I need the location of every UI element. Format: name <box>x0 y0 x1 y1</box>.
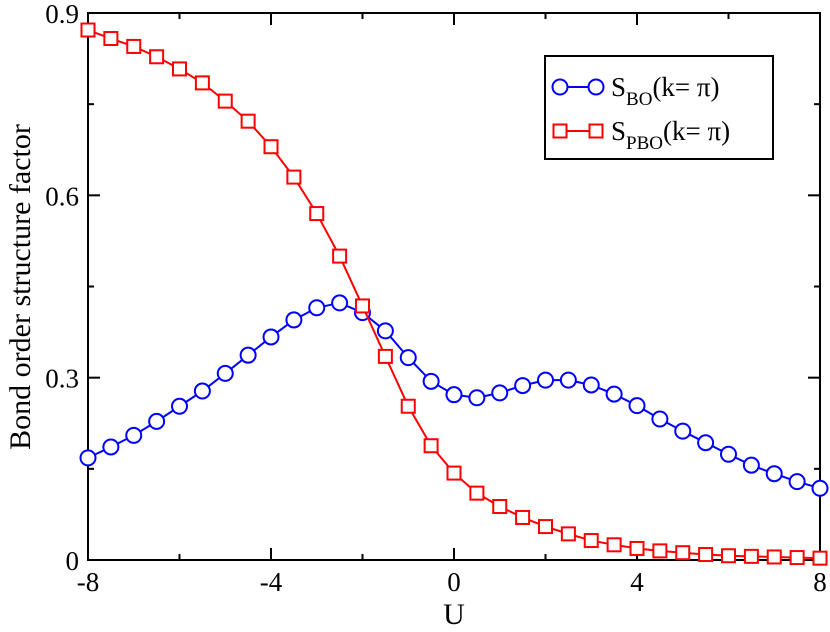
data-point-bo <box>193 382 211 400</box>
data-point-bo <box>605 385 623 403</box>
data-point-bo <box>697 434 715 452</box>
data-point-bo <box>811 479 829 497</box>
data-point-bo <box>788 473 806 491</box>
data-point-bo <box>514 377 532 395</box>
data-point-bo <box>399 349 417 367</box>
legend: SBO(k= π) SPBO(k= π) <box>544 55 774 160</box>
legend-marker-pbo <box>588 123 604 139</box>
data-point-pbo <box>446 465 462 481</box>
legend-label-pbo: SPBO(k= π) <box>611 116 730 154</box>
x-tick-label: 4 <box>630 567 644 597</box>
data-point-pbo <box>217 93 233 109</box>
data-point-pbo <box>377 348 393 364</box>
data-point-bo <box>468 389 486 407</box>
legend-label-bo: SBO(k= π) <box>611 72 720 110</box>
x-axis-title: U <box>443 598 465 631</box>
y-axis-title: Bond order structure factor <box>4 124 37 450</box>
data-point-pbo <box>80 22 96 38</box>
legend-marker-bo <box>587 78 605 96</box>
data-point-pbo <box>126 38 142 54</box>
x-tick-label: -8 <box>77 567 100 597</box>
plot-area <box>79 12 829 566</box>
data-point-pbo <box>560 526 576 542</box>
data-point-bo <box>125 426 143 444</box>
data-point-pbo <box>355 298 370 314</box>
data-point-bo <box>216 364 234 382</box>
data-point-pbo <box>286 169 302 185</box>
data-point-pbo <box>103 31 119 47</box>
data-point-bo <box>79 449 97 467</box>
data-point-bo <box>651 410 669 428</box>
series-pbo <box>80 22 828 566</box>
data-point-pbo <box>194 75 210 91</box>
data-point-pbo <box>263 139 279 155</box>
data-point-bo <box>331 294 349 312</box>
data-point-pbo <box>629 540 645 556</box>
data-point-pbo <box>743 548 759 564</box>
data-point-bo <box>742 456 760 474</box>
data-point-bo <box>148 412 166 430</box>
data-point-pbo <box>538 519 553 535</box>
data-point-bo <box>559 371 577 389</box>
data-point-pbo <box>309 206 325 222</box>
data-point-pbo <box>172 61 187 77</box>
data-point-pbo <box>583 533 599 549</box>
series-bo <box>79 294 829 497</box>
data-point-bo <box>582 376 600 394</box>
data-point-bo <box>765 465 783 483</box>
y-tick-label: 0 <box>66 546 80 576</box>
data-point-bo <box>422 372 440 390</box>
legend-marker-pbo <box>552 123 568 139</box>
data-point-pbo <box>149 49 165 65</box>
y-tick-label: 0.6 <box>45 181 79 211</box>
data-point-bo <box>262 328 280 346</box>
x-tick-label: 0 <box>447 567 461 597</box>
data-point-pbo <box>400 398 416 414</box>
data-point-pbo <box>469 485 485 501</box>
data-point-bo <box>628 397 646 415</box>
data-point-bo <box>239 346 257 364</box>
data-point-pbo <box>652 543 668 559</box>
data-point-bo <box>102 438 120 456</box>
data-point-pbo <box>812 550 828 566</box>
legend-entry-bo: SBO(k= π) <box>551 72 720 110</box>
data-point-bo <box>491 384 509 402</box>
data-point-pbo <box>789 550 805 566</box>
data-point-bo <box>674 422 692 440</box>
x-tick-label: -4 <box>260 567 283 597</box>
data-point-pbo <box>766 549 782 565</box>
x-tick-label: 8 <box>813 567 827 597</box>
data-point-bo <box>308 299 326 317</box>
data-point-pbo <box>606 537 622 553</box>
data-point-bo <box>720 445 737 463</box>
data-point-bo <box>171 397 188 415</box>
data-point-pbo <box>240 113 256 129</box>
data-point-pbo <box>332 248 348 264</box>
tick-labels: -8 -4 0 4 8 0 0.3 0.6 0.9 <box>45 0 827 597</box>
data-point-pbo <box>515 509 531 525</box>
legend-box <box>544 55 774 160</box>
data-point-pbo <box>423 438 439 454</box>
series-layer <box>79 22 829 566</box>
data-point-pbo <box>721 548 736 564</box>
data-point-pbo <box>675 545 691 561</box>
legend-marker-bo <box>551 78 569 96</box>
legend-entry-pbo: SPBO(k= π) <box>552 116 730 154</box>
data-point-bo <box>537 371 554 389</box>
data-point-pbo <box>492 499 508 515</box>
y-tick-label: 0.3 <box>45 364 79 394</box>
data-point-bo <box>376 322 394 340</box>
y-tick-label: 0.9 <box>45 0 79 29</box>
data-point-bo <box>285 311 303 329</box>
data-point-pbo <box>698 547 714 563</box>
data-point-bo <box>445 386 463 404</box>
